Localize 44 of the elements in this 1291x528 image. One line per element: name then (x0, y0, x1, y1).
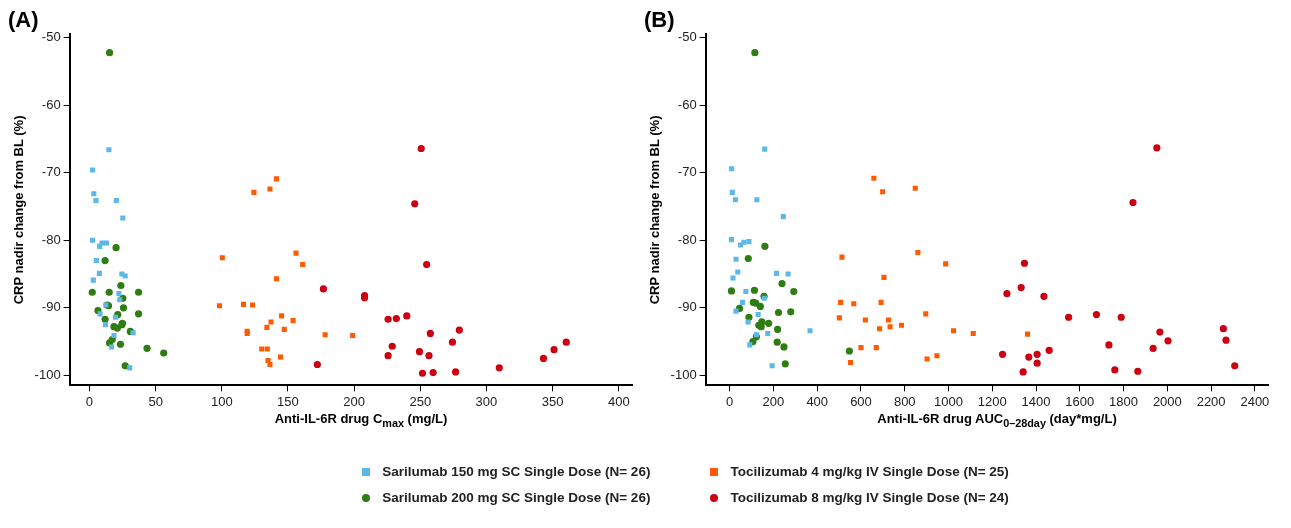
x-axis-title: Anti-IL-6R drug C$_{max}$ (mg/L) (273, 411, 449, 429)
y-tick-label: -60 (41, 96, 61, 112)
x-tick-label: 350 (541, 393, 564, 409)
x-tick-label: 200 (343, 393, 365, 409)
legend-label: Sarilumab 200 mg SC Single Dose (N= 26) (382, 490, 651, 506)
y-tick-label: -60 (677, 96, 697, 112)
legend-label: Tocilizumab 8 mg/kg IV Single Dose (N= 24) (730, 490, 1009, 506)
x-tick-label: 600 (850, 393, 872, 409)
y-tick-label: -90 (677, 299, 697, 315)
x-tick-label: 100 (210, 393, 233, 409)
y-tick-label: -70 (677, 164, 697, 180)
x-tick-label: 1400 (1021, 393, 1051, 409)
x-tick-label: 0 (726, 393, 734, 409)
x-tick-label: 250 (409, 393, 432, 409)
y-tick-label: -100 (670, 366, 697, 382)
x-tick-label: 200 (762, 393, 785, 409)
x-tick-label: 800 (893, 393, 916, 409)
x-tick-label: 300 (475, 393, 498, 409)
y-axis-title: CRP nadir change from BL (%) (647, 115, 663, 305)
x-tick-label: 1000 (934, 393, 963, 409)
x-tick-label: 1200 (977, 393, 1007, 409)
y-tick-label: -80 (41, 231, 61, 247)
y-tick-label: -80 (677, 231, 697, 247)
x-tick-label: 1800 (1109, 393, 1139, 409)
x-tick-label: 0 (85, 393, 94, 409)
chart-title: (B) (644, 7, 675, 33)
y-axis-title: CRP nadir change from BL (%) (11, 115, 27, 305)
legend-label: Tocilizumab 4 mg/kg IV Single Dose (N= 25) (730, 464, 1009, 480)
y-tick-label: -100 (34, 366, 61, 382)
x-tick-label: 2000 (1152, 393, 1182, 409)
x-tick-label: 2400 (1240, 393, 1270, 409)
y-tick-label: -50 (677, 29, 697, 45)
x-tick-label: 50 (148, 393, 163, 409)
x-tick-label: 400 (806, 393, 829, 409)
x-tick-label: 150 (277, 393, 299, 409)
y-tick-label: -50 (41, 29, 61, 45)
y-tick-label: -70 (41, 164, 61, 180)
chart-title: (A) (8, 7, 39, 33)
legend-label: Sarilumab 150 mg SC Single Dose (N= 26) (382, 464, 651, 480)
x-tick-label: 2200 (1196, 393, 1226, 409)
x-axis-title: Anti-IL-6R drug AUC$_{0–28day}$ (day*mg/L) (876, 411, 1118, 429)
x-tick-label: 1600 (1065, 393, 1095, 409)
y-tick-label: -90 (41, 299, 61, 315)
x-tick-label: 400 (607, 393, 630, 409)
